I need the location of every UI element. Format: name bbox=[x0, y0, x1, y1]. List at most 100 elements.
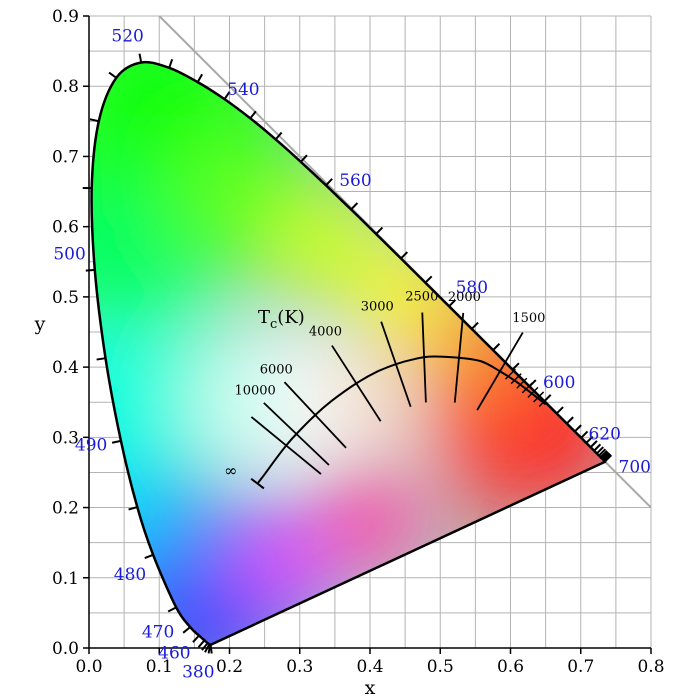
wavelength-label: 380 bbox=[182, 663, 214, 683]
planckian-locus-line bbox=[256, 355, 547, 485]
isotherm-label: 3000 bbox=[361, 299, 394, 314]
y-tick-label: 0.1 bbox=[52, 569, 79, 589]
x-tick-label: 0.3 bbox=[286, 657, 313, 677]
isotherm-line bbox=[331, 345, 382, 422]
locus-tick bbox=[604, 454, 612, 463]
isotherm-label: 2000 bbox=[448, 290, 481, 305]
wavelength-label: 560 bbox=[339, 171, 371, 191]
locus-tick bbox=[589, 440, 598, 448]
wavelength-label: 470 bbox=[142, 622, 174, 642]
locus-tick bbox=[274, 131, 283, 141]
locus-tick bbox=[375, 226, 384, 235]
color-blob bbox=[503, 381, 602, 480]
locus-tick bbox=[89, 118, 99, 123]
locus-tick bbox=[249, 110, 257, 119]
locus-tick bbox=[325, 178, 333, 186]
locus-tick bbox=[424, 275, 433, 284]
y-tick-label: 0.3 bbox=[52, 428, 79, 448]
wavelength-label: 580 bbox=[456, 278, 488, 298]
x-tick-label: 0.4 bbox=[356, 657, 383, 677]
y-tick-label: 0.7 bbox=[52, 147, 79, 167]
locus-tick bbox=[580, 430, 589, 439]
y-tick-label: 0.8 bbox=[52, 77, 79, 97]
locus-tick bbox=[167, 606, 177, 613]
planckian-hatch bbox=[527, 386, 539, 398]
locus-tick bbox=[566, 416, 574, 425]
planckian-locus bbox=[250, 312, 550, 490]
wavelength-label: 520 bbox=[111, 27, 143, 47]
planckian-end-cap bbox=[250, 477, 265, 490]
isotherm-label: 10000 bbox=[234, 384, 275, 399]
isotherm-label: 2500 bbox=[405, 290, 438, 305]
wavelength-label: 540 bbox=[227, 80, 259, 100]
y-tick-label: 0.5 bbox=[52, 288, 79, 308]
infinity-label: ∞ bbox=[224, 461, 237, 480]
wavelength-label: 620 bbox=[588, 424, 620, 444]
locus-tick bbox=[223, 91, 231, 100]
color-blob bbox=[91, 177, 174, 304]
locus-tick bbox=[598, 448, 607, 457]
isotherm-line bbox=[283, 381, 347, 449]
spectral-locus-line bbox=[90, 60, 607, 646]
x-tick-label: 0.1 bbox=[146, 657, 173, 677]
axes: 0.0 0.1 0.2 0.3 0.4 0.5 0.6 0.7 0.8 0.0 0.1 0.2 0.3 0… bbox=[52, 7, 665, 677]
locus-tick bbox=[182, 626, 191, 634]
color-blob bbox=[334, 360, 406, 431]
color-blob bbox=[264, 184, 377, 297]
y-tick-label: 0.9 bbox=[52, 7, 79, 27]
locus-tick bbox=[511, 362, 520, 371]
locus-tick bbox=[300, 154, 308, 163]
color-blob bbox=[229, 514, 328, 613]
locus-tick bbox=[201, 642, 209, 651]
color-blob bbox=[187, 360, 272, 445]
y-axis-label: y bbox=[34, 313, 46, 335]
locus-tick bbox=[400, 251, 409, 260]
isotherm-line bbox=[476, 332, 524, 411]
locus-tick bbox=[585, 435, 594, 444]
tc-annotation-unit: (K) bbox=[277, 307, 305, 328]
locus-tick bbox=[471, 321, 479, 330]
locus-tick bbox=[144, 553, 154, 560]
x-tick-label: 0.7 bbox=[567, 657, 594, 677]
locus-tick bbox=[197, 639, 206, 648]
color-blob bbox=[320, 472, 420, 571]
color-blob bbox=[173, 135, 286, 248]
planckian-hatch bbox=[516, 377, 528, 389]
locus-tick bbox=[556, 406, 564, 415]
planckian-hatch bbox=[521, 382, 533, 394]
wavelength-label: 460 bbox=[158, 644, 190, 664]
planckian-hatch bbox=[533, 391, 545, 403]
tc-annotation-sub: c bbox=[270, 317, 277, 332]
locus-tick bbox=[96, 357, 106, 361]
locus-tick bbox=[448, 299, 457, 308]
x-tick-label: 0.0 bbox=[75, 657, 102, 677]
isotherm-line bbox=[263, 402, 330, 466]
locus-tick bbox=[85, 268, 95, 272]
y-tick-label: 0.6 bbox=[52, 218, 79, 238]
y-tick-label: 0.4 bbox=[52, 358, 79, 378]
wavelength-label: 480 bbox=[114, 565, 146, 585]
x-tick-label: 0.6 bbox=[497, 657, 524, 677]
wavelength-label: 700 bbox=[619, 457, 651, 477]
isotherm-line bbox=[421, 312, 427, 403]
wavelength-label: 600 bbox=[543, 373, 575, 393]
locus-tick bbox=[492, 343, 501, 351]
wavelength-label: 490 bbox=[75, 436, 107, 456]
planckian-hatch bbox=[538, 395, 550, 408]
locus-tick bbox=[599, 450, 608, 458]
locus-tick bbox=[350, 202, 359, 211]
locus-tick bbox=[601, 451, 609, 460]
locus-tick bbox=[108, 71, 117, 79]
isotherm-line bbox=[453, 312, 465, 403]
isotherm-label: 6000 bbox=[260, 362, 293, 377]
locus-tick bbox=[128, 506, 138, 511]
y-tick-label: 0.0 bbox=[52, 639, 79, 659]
planckian-hatch bbox=[510, 373, 522, 385]
locus-tick bbox=[111, 439, 122, 444]
spectral-locus-ticks bbox=[82, 53, 612, 654]
isotherm-label: 4000 bbox=[309, 324, 342, 339]
locus-tick bbox=[207, 644, 212, 654]
isotherm-line bbox=[250, 416, 322, 475]
